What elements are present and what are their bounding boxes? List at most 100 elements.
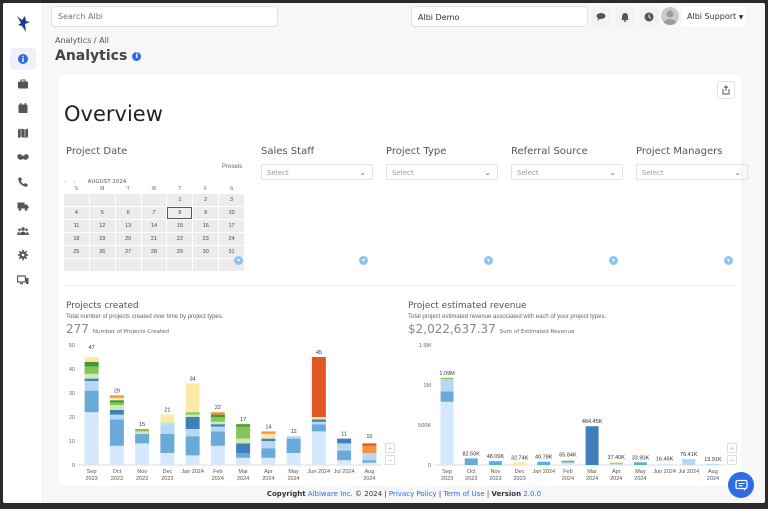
bar-segment[interactable]: [160, 453, 175, 465]
notifications-button[interactable]: [615, 7, 635, 27]
calendar-day[interactable]: 30: [193, 246, 219, 258]
bar-segment[interactable]: [561, 459, 575, 461]
bar-segment[interactable]: [682, 458, 696, 465]
bar-segment[interactable]: [236, 426, 251, 439]
support-chat-button[interactable]: [728, 472, 754, 498]
bar-segment[interactable]: [362, 443, 377, 446]
bar-segment[interactable]: [311, 424, 326, 432]
calendar-day[interactable]: 22: [167, 233, 193, 245]
bar-segment[interactable]: [261, 433, 276, 439]
bar-segment[interactable]: [236, 457, 251, 465]
calendar-day[interactable]: 31: [219, 246, 244, 258]
bar-segment[interactable]: [84, 390, 99, 413]
calendar-day[interactable]: 11: [64, 220, 89, 232]
bar-segment[interactable]: [185, 455, 200, 465]
bar-segment[interactable]: [210, 431, 225, 446]
bar-segment[interactable]: [311, 419, 326, 422]
sidebar-item-vehicles[interactable]: [10, 195, 36, 217]
bar-segment[interactable]: [464, 458, 478, 465]
calendar-day[interactable]: 20: [115, 233, 141, 245]
calendar-day[interactable]: 16: [193, 220, 219, 232]
bar-segment[interactable]: [311, 421, 326, 425]
bar-segment[interactable]: [337, 460, 352, 465]
bar-segment[interactable]: [109, 409, 124, 415]
calendar-day[interactable]: 14: [141, 220, 167, 232]
chart-zoom-out-button[interactable]: −: [727, 455, 737, 465]
calendar-day[interactable]: 6: [115, 207, 141, 219]
bar-segment[interactable]: [585, 426, 599, 465]
bar-segment[interactable]: [609, 463, 623, 465]
search-input[interactable]: [51, 6, 278, 27]
bar-segment[interactable]: [440, 379, 454, 392]
bar-segment[interactable]: [261, 438, 276, 441]
calendar-day[interactable]: 5: [89, 207, 115, 219]
bar-segment[interactable]: [706, 464, 720, 466]
filter-icon[interactable]: ▾: [724, 256, 733, 265]
bar-segment[interactable]: [109, 395, 124, 398]
bar-segment[interactable]: [337, 443, 352, 451]
calendar-day[interactable]: 7: [141, 207, 167, 219]
sidebar-item-calendar[interactable]: [10, 97, 36, 119]
bar-segment[interactable]: [362, 453, 377, 461]
bar-segment[interactable]: [210, 417, 225, 422]
calendar-day[interactable]: 8: [167, 207, 193, 219]
bar-segment[interactable]: [362, 460, 377, 463]
chart-zoom-in-button[interactable]: +: [727, 443, 737, 453]
chart-zoom-in-button[interactable]: +: [385, 443, 395, 453]
bar-segment[interactable]: [236, 424, 251, 427]
sidebar-item-projects[interactable]: [10, 73, 36, 95]
bar-segment[interactable]: [261, 457, 276, 465]
bar-segment[interactable]: [561, 461, 575, 463]
presets-button[interactable]: Presets: [222, 164, 243, 170]
bar-segment[interactable]: [160, 433, 175, 453]
bar-segment[interactable]: [84, 357, 99, 362]
calendar-day[interactable]: 24: [219, 233, 244, 245]
calendar-day[interactable]: 27: [115, 246, 141, 258]
next-month-button[interactable]: ›: [72, 177, 76, 186]
bar-segment[interactable]: [135, 433, 150, 444]
privacy-policy-link[interactable]: Privacy Policy: [388, 490, 437, 498]
calendar-day[interactable]: 2: [193, 194, 219, 206]
calendar-day[interactable]: 19: [89, 233, 115, 245]
calendar-day[interactable]: 18: [64, 233, 89, 245]
bar-segment[interactable]: [109, 414, 124, 420]
calendar-day[interactable]: 29: [167, 246, 193, 258]
bar-segment[interactable]: [210, 414, 225, 417]
bar-segment[interactable]: [286, 436, 301, 439]
bar-segment[interactable]: [84, 366, 99, 374]
bar-segment[interactable]: [561, 460, 575, 461]
bar-segment[interactable]: [609, 462, 623, 464]
bar-segment[interactable]: [109, 402, 124, 405]
bar-segment[interactable]: [84, 412, 99, 465]
sidebar-item-map[interactable]: [10, 122, 36, 144]
sidebar-item-team[interactable]: [10, 220, 36, 242]
bar-segment[interactable]: [109, 405, 124, 410]
albi-logo-icon[interactable]: [13, 13, 33, 35]
filter-icon[interactable]: ▾: [484, 256, 493, 265]
sidebar-item-contacts[interactable]: [10, 146, 36, 168]
calendar-day[interactable]: 15: [167, 220, 193, 232]
sidebar-item-settings[interactable]: [10, 244, 36, 266]
bar-segment[interactable]: [658, 463, 672, 465]
bar-segment[interactable]: [185, 414, 200, 417]
bar-segment[interactable]: [109, 400, 124, 403]
bar-segment[interactable]: [286, 438, 301, 453]
bar-segment[interactable]: [261, 441, 276, 449]
bar-segment[interactable]: [236, 443, 251, 453]
bar-segment[interactable]: [311, 357, 326, 417]
bar-segment[interactable]: [609, 462, 623, 463]
calendar-day[interactable]: 25: [64, 246, 89, 258]
company-selector[interactable]: Albi Demo: [411, 6, 588, 27]
bar-segment[interactable]: [440, 391, 454, 402]
calendar-day[interactable]: 26: [89, 246, 115, 258]
calendar-day[interactable]: 1: [167, 194, 193, 206]
bar-segment[interactable]: [561, 462, 575, 465]
bar-segment[interactable]: [135, 443, 150, 465]
bar-segment[interactable]: [210, 424, 225, 427]
chart-zoom-out-button[interactable]: −: [385, 455, 395, 465]
bar-segment[interactable]: [337, 438, 352, 444]
referral-source-select[interactable]: Select ⌄: [511, 164, 623, 180]
calendar-day[interactable]: 13: [115, 220, 141, 232]
bar-segment[interactable]: [160, 421, 175, 425]
bar-segment[interactable]: [440, 401, 454, 465]
